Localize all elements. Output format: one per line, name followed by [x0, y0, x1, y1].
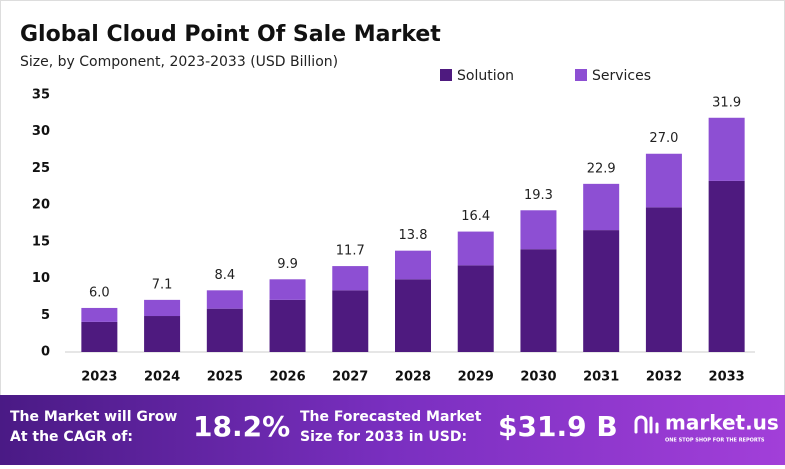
bar-segment [332, 266, 369, 291]
y-tick-label: 35 [32, 88, 50, 103]
bar-segment [520, 249, 557, 352]
total-label: 8.4 [214, 268, 235, 283]
cagr-text: At the CAGR of: [10, 429, 133, 445]
total-label: 13.8 [399, 228, 428, 243]
tagline: ONE STOP SHOP FOR THE REPORTS [665, 438, 765, 444]
total-label: 6.0 [89, 285, 110, 300]
bar-segment [645, 207, 682, 352]
y-tick-label: 30 [32, 124, 50, 139]
bar-segment [206, 290, 243, 309]
chart-title: Global Cloud Point Of Sale Market [20, 22, 441, 47]
cagr-value: 18.2% [193, 410, 290, 443]
total-label: 16.4 [461, 209, 490, 224]
bar-segment [395, 250, 431, 280]
x-tick-label: 2032 [646, 370, 682, 385]
total-label: 27.0 [649, 131, 678, 146]
x-tick-label: 2033 [709, 370, 745, 385]
legend-label: Solution [457, 68, 514, 84]
y-tick-label: 5 [41, 308, 50, 323]
brand: market.us [665, 411, 779, 435]
y-tick-label: 15 [32, 234, 50, 249]
x-tick-label: 2026 [269, 370, 305, 385]
bar-segment [583, 183, 620, 231]
total-label: 7.1 [152, 277, 173, 292]
cagr-text: The Market will Grow [10, 409, 177, 425]
forecast-text: Size for 2033 in USD: [300, 429, 467, 445]
forecast-value: $31.9 B [498, 410, 618, 443]
total-label: 9.9 [277, 257, 298, 272]
forecast-text: The Forecasted Market [300, 409, 482, 425]
bar-segment [457, 265, 494, 352]
bar-segment [332, 290, 369, 352]
logo [634, 415, 659, 434]
y-tick-label: 25 [32, 161, 50, 176]
legend-label: Services [592, 68, 651, 84]
bar-segment [81, 321, 118, 352]
x-tick-label: 2030 [520, 370, 556, 385]
bar-segment [520, 210, 557, 250]
bar-segment [395, 279, 431, 352]
total-label: 22.9 [587, 161, 616, 176]
legend-swatch [575, 69, 587, 81]
bar-segment [144, 316, 181, 352]
total-label: 31.9 [712, 95, 741, 110]
x-tick-label: 2023 [81, 370, 117, 385]
x-tick-label: 2031 [583, 370, 619, 385]
bar-segment [708, 117, 745, 181]
bar-segment [583, 230, 620, 352]
legend-swatch [440, 69, 452, 81]
y-tick-label: 0 [41, 345, 50, 360]
bar-segment [206, 308, 243, 352]
footer-banner [0, 395, 785, 465]
bar-segment [81, 307, 118, 322]
x-tick-label: 2024 [144, 370, 180, 385]
chart-subtitle: Size, by Component, 2023-2033 (USD Billi… [20, 54, 338, 70]
total-label: 11.7 [336, 244, 365, 259]
y-tick-label: 20 [32, 198, 50, 213]
bar-segment [645, 153, 682, 208]
y-tick-label: 10 [32, 271, 50, 286]
x-tick-label: 2028 [395, 370, 431, 385]
total-label: 19.3 [524, 188, 553, 203]
x-tick-label: 2027 [332, 370, 368, 385]
x-tick-label: 2029 [458, 370, 494, 385]
bar-segment [269, 299, 306, 352]
bar-segment [708, 180, 745, 352]
bar-segment [269, 279, 306, 300]
bar-segment [457, 231, 494, 266]
bar-segment [144, 299, 181, 317]
x-tick-label: 2025 [207, 370, 243, 385]
